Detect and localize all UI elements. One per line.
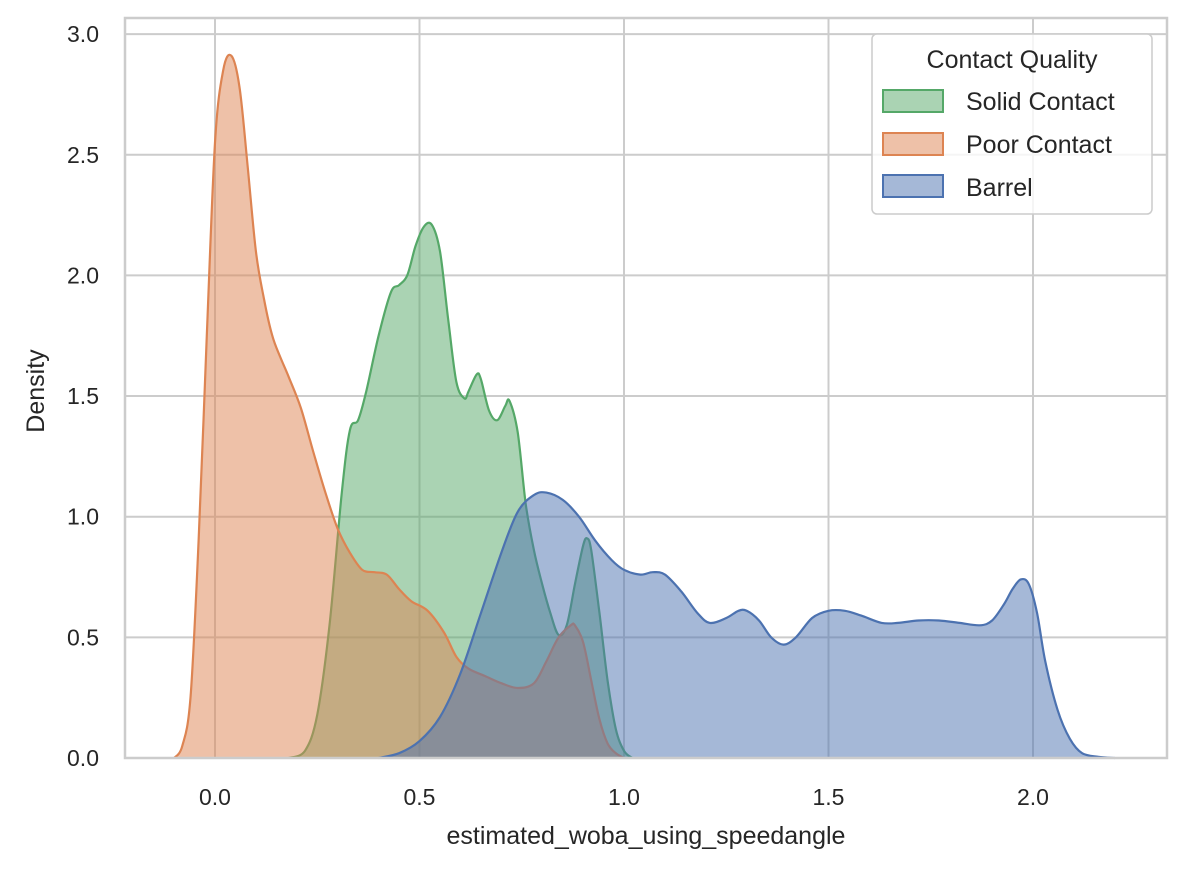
x-tick-label: 0.5	[404, 784, 436, 810]
legend: Contact Quality Solid Contact Poor Conta…	[871, 33, 1153, 215]
x-tick-label: 1.5	[813, 784, 845, 810]
density-areas	[173, 53, 1115, 760]
legend-swatch-poor-contact	[882, 132, 944, 156]
x-axis-label: estimated_woba_using_speedangle	[447, 822, 846, 850]
y-tick-label: 0.5	[67, 624, 99, 650]
y-axis-ticks: 0.0 0.5 1.0 1.5 2.0 2.5 3.0	[67, 21, 99, 771]
y-axis-label: Density	[22, 349, 50, 433]
legend-swatch-solid-contact	[882, 89, 944, 113]
y-tick-label: 0.0	[67, 745, 99, 771]
area-fill-barrel	[378, 492, 1115, 758]
area-line-barrel	[378, 491, 1115, 760]
y-tick-label: 1.0	[67, 504, 99, 530]
legend-swatch-barrel	[882, 174, 944, 198]
y-tick-label: 3.0	[67, 21, 99, 47]
x-axis-ticks: 0.0 0.5 1.0 1.5 2.0	[199, 784, 1049, 810]
legend-item-poor-contact: Poor Contact	[882, 131, 1112, 159]
x-tick-label: 0.0	[199, 784, 231, 810]
legend-label-barrel: Barrel	[966, 174, 1033, 202]
legend-item-barrel: Barrel	[882, 174, 1033, 202]
legend-label-poor-contact: Poor Contact	[966, 131, 1112, 159]
legend-box	[871, 33, 1153, 215]
legend-item-solid-contact: Solid Contact	[882, 88, 1115, 116]
area-fill-poor-contact	[174, 54, 624, 758]
x-tick-label: 2.0	[1017, 784, 1049, 810]
y-tick-label: 2.0	[67, 262, 99, 288]
x-tick-label: 1.0	[608, 784, 640, 810]
plot-frame	[123, 16, 1169, 760]
y-tick-label: 1.5	[67, 383, 99, 409]
legend-title: Contact Quality	[927, 46, 1098, 74]
legend-label-solid-contact: Solid Contact	[966, 88, 1115, 116]
y-tick-label: 2.5	[67, 142, 99, 168]
